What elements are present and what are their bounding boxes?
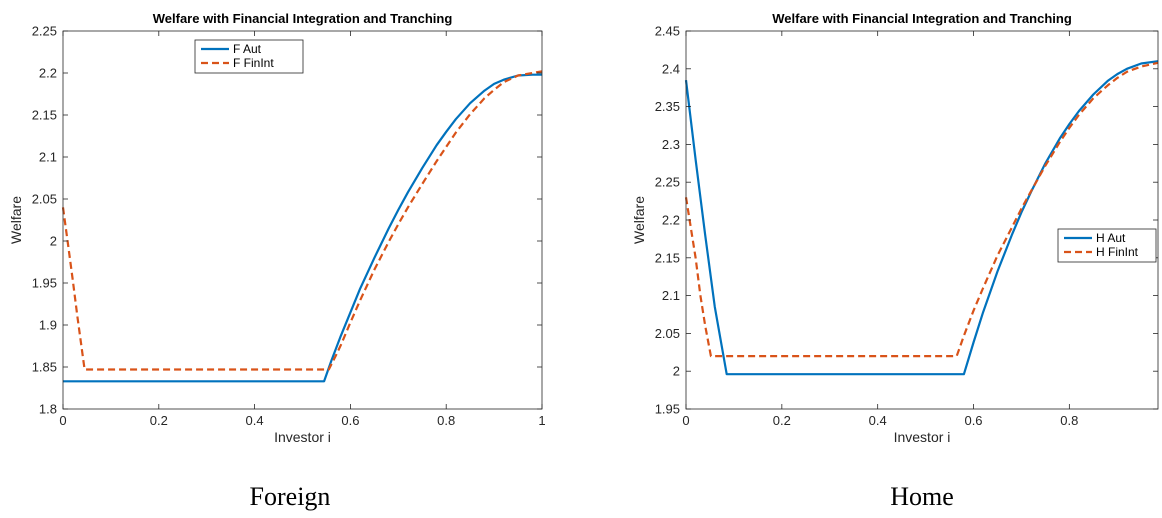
y-tick-label: 2.4 bbox=[662, 61, 680, 76]
y-tick-label: 2.1 bbox=[39, 150, 57, 165]
y-tick-label: 2.3 bbox=[662, 137, 680, 152]
y-tick-label: 2.05 bbox=[655, 326, 680, 341]
x-tick-label: 0.2 bbox=[773, 413, 791, 428]
y-tick-label: 2.2 bbox=[662, 213, 680, 228]
plot-area bbox=[686, 31, 1158, 409]
x-tick-label: 0 bbox=[59, 413, 66, 428]
y-tick-label: 1.8 bbox=[39, 402, 57, 417]
y-axis-label: Welfare bbox=[8, 196, 24, 244]
y-tick-label: 2.1 bbox=[662, 288, 680, 303]
y-tick-label: 2.2 bbox=[39, 66, 57, 81]
y-tick-label: 2.15 bbox=[32, 108, 57, 123]
y-tick-label: 2.45 bbox=[655, 24, 680, 39]
x-tick-label: 0.2 bbox=[150, 413, 168, 428]
legend-label: H Aut bbox=[1096, 231, 1126, 245]
y-tick-label: 2.25 bbox=[32, 24, 57, 39]
legend-label: H FinInt bbox=[1096, 245, 1139, 259]
x-tick-label: 0 bbox=[682, 413, 689, 428]
y-tick-label: 2.05 bbox=[32, 192, 57, 207]
y-tick-label: 1.95 bbox=[32, 276, 57, 291]
plot-area bbox=[63, 31, 542, 409]
y-tick-label: 2.25 bbox=[655, 175, 680, 190]
x-axis-label: Investor i bbox=[894, 429, 951, 445]
chart-title: Welfare with Financial Integration and T… bbox=[772, 11, 1072, 26]
x-tick-label: 0.6 bbox=[964, 413, 982, 428]
x-tick-label: 0.8 bbox=[437, 413, 455, 428]
y-tick-label: 2 bbox=[673, 364, 680, 379]
x-tick-label: 1 bbox=[538, 413, 545, 428]
y-axis-label: Welfare bbox=[631, 196, 647, 244]
y-tick-label: 2 bbox=[50, 234, 57, 249]
y-tick-label: 1.85 bbox=[32, 360, 57, 375]
x-tick-label: 0.8 bbox=[1060, 413, 1078, 428]
y-tick-label: 2.15 bbox=[655, 250, 680, 265]
y-tick-label: 1.9 bbox=[39, 318, 57, 333]
y-tick-label: 1.95 bbox=[655, 402, 680, 417]
legend-label: F FinInt bbox=[233, 56, 274, 70]
x-tick-label: 0.4 bbox=[246, 413, 264, 428]
legend-label: F Aut bbox=[233, 42, 262, 56]
figure-caption: Foreign bbox=[250, 482, 331, 511]
y-tick-label: 2.35 bbox=[655, 99, 680, 114]
chart-home: 0 0.2 0.4 0.6 0.8 1.95 2 2.05 2.1 2.15 2.2 2.25 2.3 2… bbox=[631, 11, 1158, 511]
figure-caption: Home bbox=[890, 482, 954, 511]
chart-title: Welfare with Financial Integration and T… bbox=[153, 11, 453, 26]
chart-foreign: 0 0.2 0.4 0.6 0.8 1 1.8 1.85 1.9 1.95 2 2.05 2.1 2.15… bbox=[8, 11, 546, 511]
x-tick-label: 0.4 bbox=[869, 413, 887, 428]
x-tick-label: 0.6 bbox=[341, 413, 359, 428]
x-axis-label: Investor i bbox=[274, 429, 331, 445]
